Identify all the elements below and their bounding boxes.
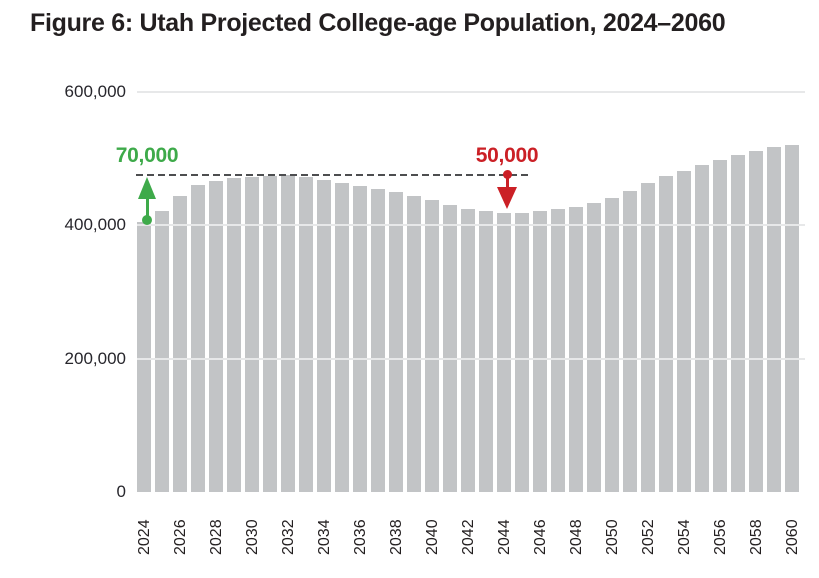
x-tick-label: 2030 bbox=[244, 519, 261, 555]
x-tick-label: 2032 bbox=[280, 519, 297, 555]
decline-arrow-down-icon bbox=[497, 186, 517, 209]
bar-2058 bbox=[749, 151, 763, 492]
x-tick-label: 2052 bbox=[640, 519, 657, 555]
x-tick-label: 2042 bbox=[460, 519, 477, 555]
bar-2040 bbox=[425, 200, 439, 492]
bar-2052 bbox=[641, 182, 655, 492]
decline-annotation-label: 50,000 bbox=[475, 144, 539, 167]
y-tick-label: 600,000 bbox=[64, 82, 126, 101]
bar-2026 bbox=[173, 196, 187, 492]
x-tick-label: 2044 bbox=[496, 519, 513, 555]
decline-arrow-stem bbox=[505, 175, 509, 189]
bar-2031 bbox=[263, 176, 277, 492]
growth-dot-icon bbox=[142, 215, 152, 225]
x-tick-label: 2058 bbox=[748, 519, 765, 555]
bar-2053 bbox=[659, 176, 673, 492]
x-tick-label: 2038 bbox=[388, 519, 405, 555]
bar-2038 bbox=[389, 192, 403, 492]
x-tick-label: 2036 bbox=[352, 519, 369, 555]
bar-2059 bbox=[767, 147, 781, 492]
bar-2033 bbox=[299, 177, 313, 492]
x-tick-label: 2040 bbox=[424, 519, 441, 555]
x-tick-label: 2048 bbox=[568, 519, 585, 555]
x-tick-label: 2024 bbox=[136, 519, 153, 555]
bar-2045 bbox=[515, 212, 529, 492]
bar-2030 bbox=[245, 176, 259, 492]
bar-2037 bbox=[371, 188, 385, 492]
y-tick-label: 400,000 bbox=[64, 215, 126, 235]
bar-2055 bbox=[695, 164, 709, 492]
bar-2036 bbox=[353, 186, 367, 492]
reference-dashed-line bbox=[136, 174, 530, 177]
bar-2057 bbox=[731, 155, 745, 492]
bar-2041 bbox=[443, 204, 457, 492]
bar-2051 bbox=[623, 190, 637, 492]
x-tick-label: 2050 bbox=[604, 519, 621, 555]
bar-2044 bbox=[497, 212, 511, 492]
bar-2046 bbox=[533, 211, 547, 492]
gridline-600000 bbox=[137, 91, 805, 93]
x-tick-label: 2046 bbox=[532, 519, 549, 555]
bar-2049 bbox=[587, 202, 601, 492]
x-tick-label: 2028 bbox=[208, 519, 225, 555]
bar-2043 bbox=[479, 211, 493, 492]
y-tick-label: 0 bbox=[116, 482, 126, 501]
bar-2048 bbox=[569, 206, 583, 492]
bar-2025 bbox=[155, 211, 169, 492]
growth-arrow-stem bbox=[145, 193, 149, 220]
x-tick-label: 2034 bbox=[316, 519, 333, 555]
bar-2039 bbox=[407, 196, 421, 492]
bar-2028 bbox=[209, 180, 223, 492]
x-tick-label: 2060 bbox=[784, 519, 801, 555]
bar-2024 bbox=[137, 222, 151, 492]
y-tick-label: 200,000 bbox=[64, 348, 126, 368]
x-tick-label: 2056 bbox=[712, 519, 729, 555]
growth-arrow-up-icon bbox=[138, 177, 156, 200]
bar-2060 bbox=[785, 144, 799, 492]
bar-2056 bbox=[713, 160, 727, 492]
bar-2042 bbox=[461, 208, 475, 492]
bar-2047 bbox=[551, 209, 565, 492]
figure-title: Figure 6: Utah Projected College-age Pop… bbox=[30, 9, 726, 37]
bar-2034 bbox=[317, 180, 331, 492]
bar-2054 bbox=[677, 171, 691, 492]
bar-2029 bbox=[227, 178, 241, 492]
bar-2027 bbox=[191, 185, 205, 492]
x-tick-label: 2026 bbox=[172, 519, 189, 555]
growth-annotation-label: 70,000 bbox=[115, 144, 179, 167]
bar-2035 bbox=[335, 182, 349, 492]
x-tick-label: 2054 bbox=[676, 519, 693, 555]
gridline-400000 bbox=[137, 224, 805, 227]
bar-2050 bbox=[605, 198, 619, 492]
bar-2032 bbox=[281, 175, 295, 492]
gridline-200000 bbox=[137, 357, 805, 360]
decline-dot-icon bbox=[502, 170, 512, 180]
